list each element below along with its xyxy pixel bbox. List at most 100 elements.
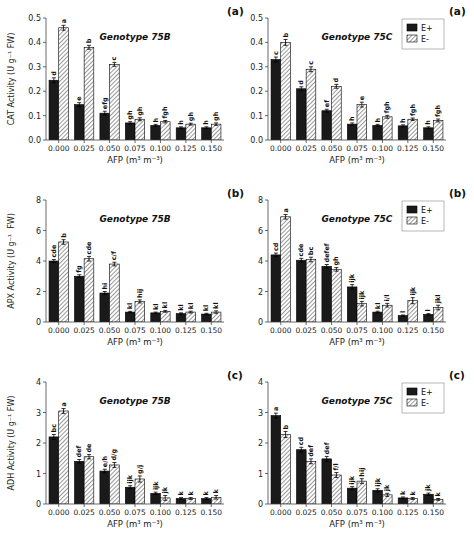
y-tick [265, 443, 268, 444]
x-axis-label: AFP (m³ m⁻³) [107, 519, 163, 529]
x-tick [58, 140, 59, 143]
y-axis [46, 18, 47, 140]
error-bar [360, 301, 364, 306]
error-bar [77, 103, 81, 107]
bar [202, 499, 212, 504]
x-tick-label: 0.125 [175, 508, 197, 517]
bar [160, 122, 170, 140]
bar-letter: kl [374, 303, 382, 310]
x-tick [306, 504, 307, 507]
bar [373, 312, 383, 322]
x-tick-label: 0.075 [124, 508, 146, 517]
x-axis [46, 322, 224, 323]
y-tick [43, 291, 46, 292]
legend-label: E+ [421, 24, 433, 33]
x-tick-label: 0.150 [423, 144, 445, 153]
legend-swatch [407, 206, 417, 213]
bar-letter: gh [332, 256, 340, 266]
bar [382, 117, 392, 140]
y-tick [265, 412, 268, 413]
error-bar [411, 498, 415, 500]
y-tick [265, 200, 268, 201]
error-bar [385, 115, 389, 118]
bar [281, 217, 291, 322]
bar-letter: d [332, 77, 340, 82]
bar-letter: ijk [152, 481, 160, 490]
x-tick [211, 504, 212, 507]
y-tick-label: 4 [36, 257, 41, 266]
bar [347, 287, 357, 322]
x-tick-label: 0.100 [150, 144, 172, 153]
x-tick-label: 0.100 [372, 144, 394, 153]
x-tick [84, 322, 85, 325]
x-tick-label: 0.050 [321, 508, 343, 517]
x-tick-label: 0.125 [397, 326, 419, 335]
error-bar [138, 118, 142, 121]
error-bar [154, 124, 158, 126]
bar [49, 80, 59, 140]
y-tick-label: 0.0 [28, 136, 41, 145]
bar-letter: kl [126, 303, 134, 310]
y-tick-label: 0 [36, 500, 41, 509]
bar-letter: d/g [110, 448, 118, 460]
x-tick [331, 504, 332, 507]
bar-letter: c/f [110, 251, 118, 260]
x-tick-label: 0.150 [423, 508, 445, 517]
error-bar [309, 459, 313, 464]
error-bar [154, 492, 158, 494]
error-bar [214, 311, 218, 313]
bar [408, 301, 418, 322]
error-bar [103, 292, 107, 295]
bar-letter: fgh [161, 106, 169, 118]
y-tick [265, 261, 268, 262]
x-tick-label: 0.100 [150, 508, 172, 517]
x-tick [135, 504, 136, 507]
error-bar [179, 127, 183, 129]
bar-letter: gh [126, 110, 134, 120]
error-bar [214, 123, 218, 125]
legend-frame [402, 19, 444, 49]
bar [135, 301, 145, 322]
y-tick [43, 504, 46, 505]
x-tick [382, 322, 383, 325]
bar-letter: cd [297, 436, 305, 445]
y-tick-label: 0 [258, 318, 263, 327]
bar [433, 308, 443, 322]
y-tick [43, 140, 46, 141]
bar-letter: kl [152, 304, 160, 311]
error-bar [87, 45, 91, 49]
x-tick-label: 0.150 [201, 326, 223, 335]
error-bar [77, 275, 81, 278]
error-bar [189, 123, 193, 125]
x-tick [407, 504, 408, 507]
y-tick-label: 0.5 [28, 14, 41, 23]
bar-letter: ijk [348, 273, 356, 282]
bar-letter: b [282, 424, 290, 429]
bar-letter: jk [424, 484, 432, 492]
bar [296, 450, 306, 504]
bar [110, 264, 120, 322]
bar [373, 125, 383, 140]
y-tick [43, 230, 46, 231]
marks [49, 409, 221, 504]
error-bar [284, 214, 288, 219]
y-axis [268, 18, 269, 140]
panel-label: (c) [227, 369, 243, 381]
error-bar [325, 456, 329, 461]
error-bar [436, 499, 440, 501]
bar-letter: h [348, 116, 356, 121]
error-bar [411, 118, 415, 120]
bar-letter: kl [212, 302, 220, 309]
error-bar [52, 259, 56, 262]
panel: 0.00.10.20.30.40.50.0000.0250.0500.0750.… [7, 5, 244, 165]
bar [186, 499, 196, 504]
bar-letter: bc [307, 247, 315, 256]
bar [84, 457, 94, 504]
bar-letter: ijk [374, 477, 382, 486]
x-axis-label: AFP (m³ m⁻³) [329, 519, 385, 529]
bar-letter: fgh [383, 101, 391, 113]
bar [125, 487, 135, 504]
x-tick-label: 0.050 [99, 326, 121, 335]
legend-label: E+ [421, 388, 433, 397]
error-bar [103, 111, 107, 115]
